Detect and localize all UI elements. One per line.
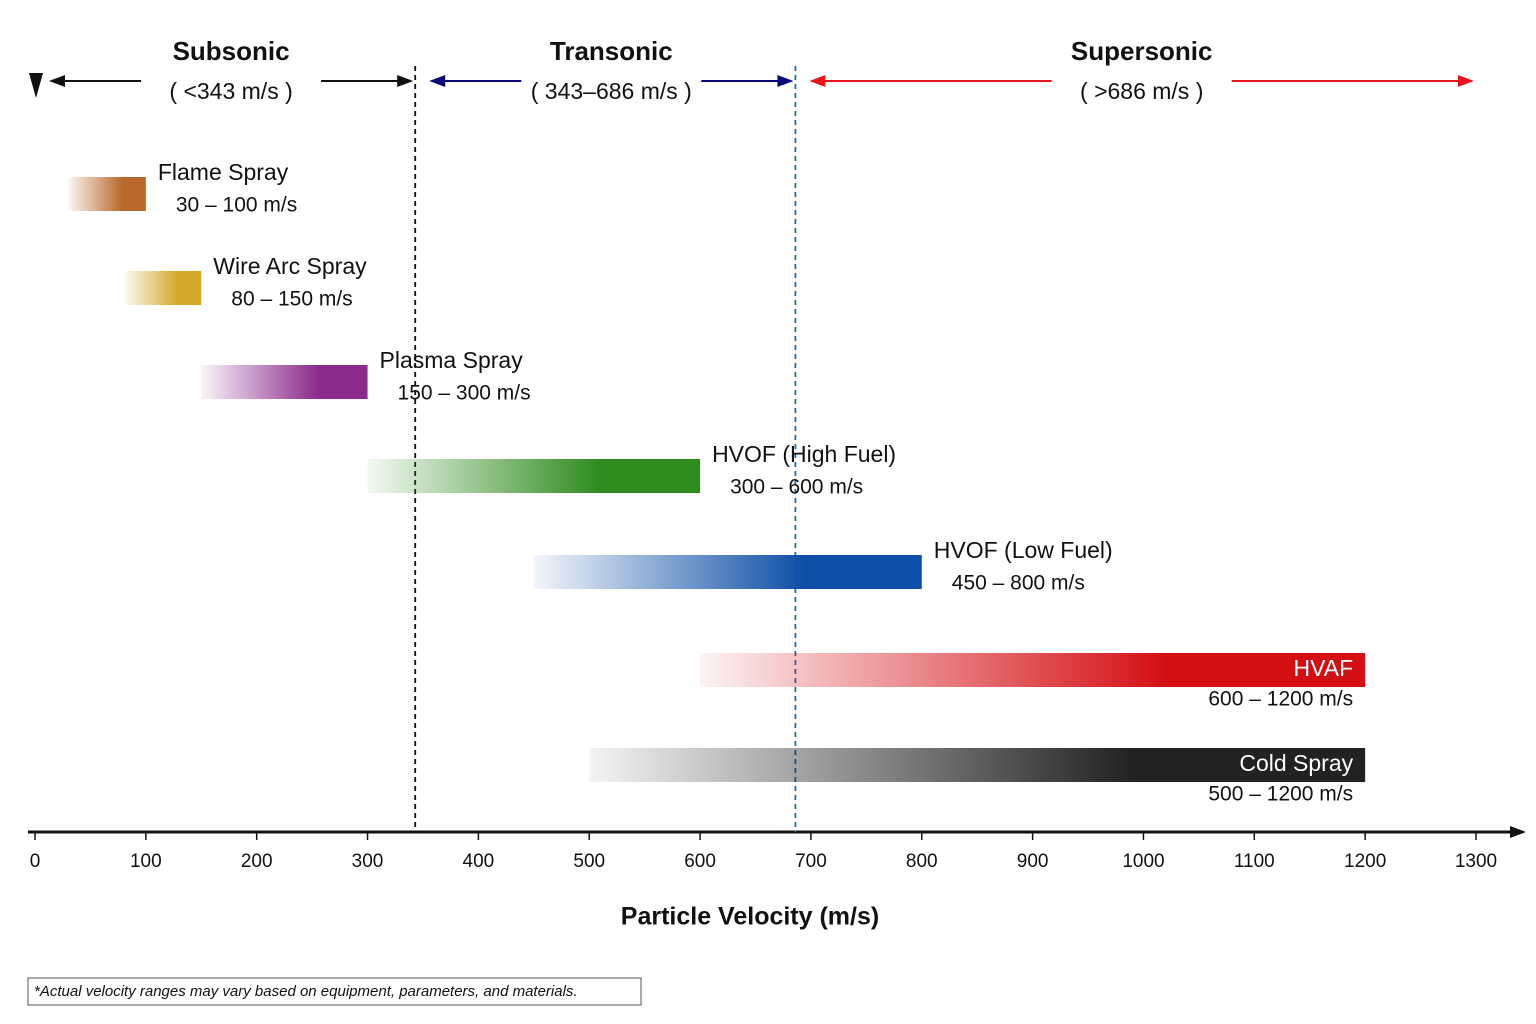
x-tick-label: 300	[352, 851, 384, 872]
bar	[367, 459, 701, 493]
x-tick-label: 1100	[1234, 851, 1275, 872]
bar-name: Plasma Spray	[380, 347, 524, 373]
bar-range: 450 – 800 m/s	[952, 572, 1085, 595]
bar-name: Flame Spray	[158, 159, 289, 185]
bar-range: 300 – 600 m/s	[730, 476, 863, 499]
bar	[201, 365, 368, 399]
x-tick-label: 0	[30, 851, 41, 872]
arrow-head	[809, 75, 826, 87]
x-tick-label: 500	[573, 851, 605, 872]
x-tick-label: 900	[1017, 851, 1049, 872]
bar	[589, 748, 1366, 782]
x-tick-label: 1300	[1455, 851, 1497, 872]
arrow-head	[777, 75, 794, 87]
bar-name: HVOF (High Fuel)	[712, 441, 896, 467]
bar-name: HVOF (Low Fuel)	[934, 537, 1113, 563]
x-axis-label: Particle Velocity (m/s)	[621, 903, 879, 931]
bar-name: Wire Arc Spray	[213, 253, 367, 279]
region-range: ( >686 m/s )	[1080, 78, 1203, 104]
left-marker	[29, 73, 43, 98]
arrow-head	[1458, 75, 1474, 87]
arrow-head	[429, 75, 446, 87]
bar-range: 600 – 1200 m/s	[1208, 688, 1353, 711]
x-tick-label: 100	[130, 851, 162, 872]
x-tick-label: 700	[795, 851, 827, 872]
arrow-head	[397, 75, 414, 87]
bar	[123, 271, 202, 305]
bar	[533, 555, 922, 589]
footnote: *Actual velocity ranges may vary based o…	[34, 983, 578, 1000]
bar-range: 150 – 300 m/s	[398, 382, 531, 405]
x-tick-label: 800	[906, 851, 938, 872]
region-name: Transonic	[550, 36, 673, 66]
bar-name: Cold Spray	[1239, 750, 1353, 776]
x-tick-label: 600	[684, 851, 716, 872]
x-tick-label: 1000	[1122, 851, 1164, 872]
region-range: ( <343 m/s )	[169, 78, 292, 104]
x-tick-label: 1200	[1344, 851, 1386, 872]
bar-range: 80 – 150 m/s	[231, 288, 352, 311]
x-tick-label: 200	[241, 851, 273, 872]
region-range: ( 343–686 m/s )	[531, 78, 692, 104]
x-tick-label: 400	[463, 851, 495, 872]
bar	[68, 177, 146, 211]
bar-name: HVAF	[1294, 655, 1354, 681]
bar-range: 30 – 100 m/s	[176, 194, 297, 217]
region-name: Subsonic	[173, 36, 290, 66]
x-axis-arrow	[1510, 826, 1526, 838]
bar	[700, 653, 1366, 687]
footnote-box	[27, 977, 642, 1006]
arrow-head	[49, 75, 65, 87]
bar-range: 500 – 1200 m/s	[1208, 783, 1353, 806]
region-name: Supersonic	[1071, 36, 1213, 66]
